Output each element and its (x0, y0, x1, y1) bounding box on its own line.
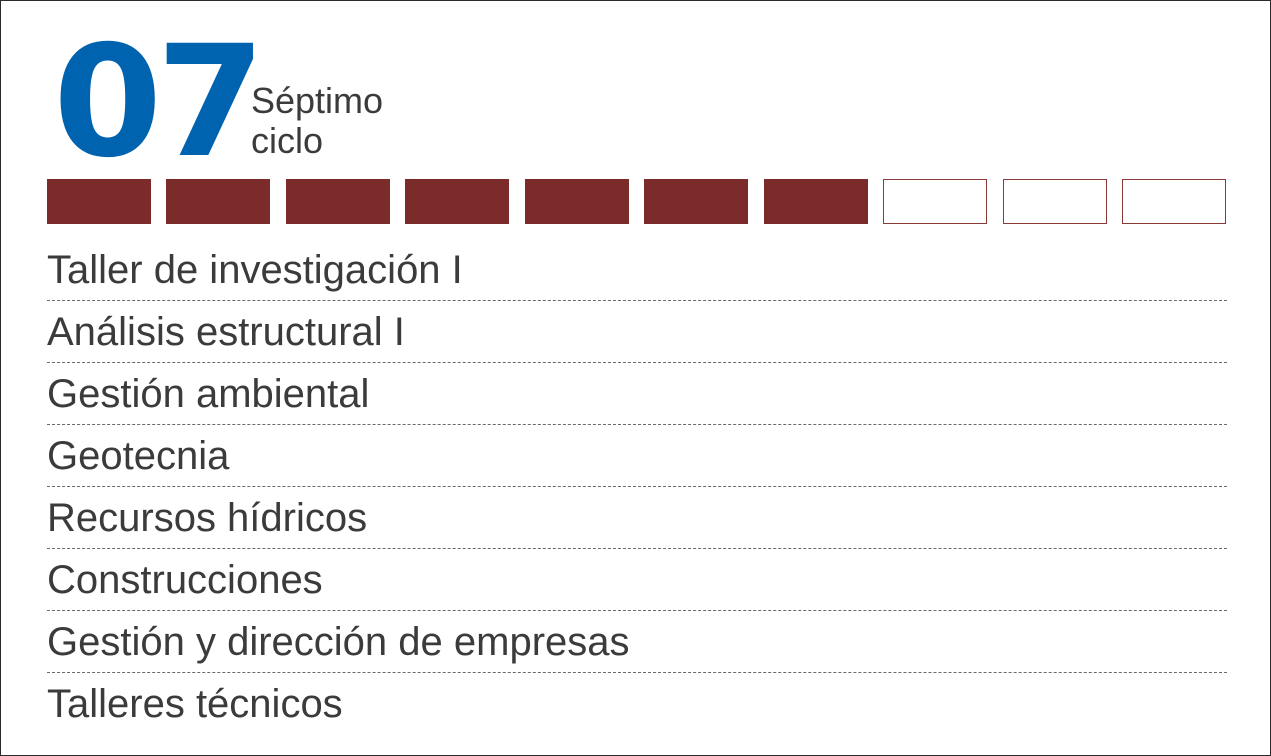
course-item: Análisis estructural I (47, 301, 1227, 363)
course-item: Gestión ambiental (47, 363, 1227, 425)
cycle-progress-bar (47, 179, 1226, 224)
course-item: Gestión y dirección de empresas (47, 611, 1227, 673)
course-item: Talleres técnicos (47, 682, 343, 726)
progress-segment (166, 179, 271, 224)
course-item: Geotecnia (47, 425, 1227, 487)
progress-segment (1002, 179, 1107, 224)
progress-segment (1121, 179, 1226, 224)
cycle-label-line2: ciclo (251, 120, 324, 161)
course-item: Taller de investigación I (47, 239, 1227, 301)
cycle-number: 07 (53, 13, 265, 192)
course-item: Construcciones (47, 549, 1227, 611)
course-item: Recursos hídricos (47, 487, 1227, 549)
progress-segment (883, 179, 988, 224)
progress-segment (405, 179, 510, 224)
cycle-label: Séptimo ciclo (251, 81, 383, 161)
cycle-label-line1: Séptimo (251, 80, 384, 121)
progress-segment (644, 179, 749, 224)
progress-segment (47, 179, 151, 224)
course-list: Taller de investigación I Análisis estru… (47, 239, 1227, 735)
progress-segment (524, 179, 629, 224)
progress-segment (763, 179, 868, 224)
progress-segment (285, 179, 390, 224)
